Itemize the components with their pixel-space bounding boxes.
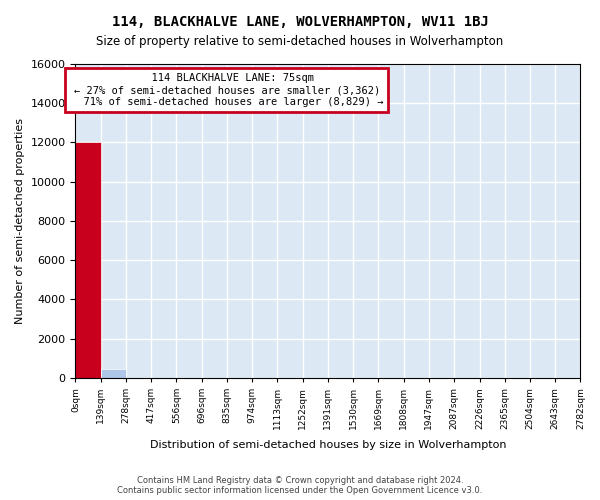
Bar [101,369,126,378]
Y-axis label: Number of semi-detached properties: Number of semi-detached properties [15,118,25,324]
Bar [76,142,101,378]
Text: 114 BLACKHALVE LANE: 75sqm
← 27% of semi-detached houses are smaller (3,362)
  7: 114 BLACKHALVE LANE: 75sqm ← 27% of semi… [71,74,383,106]
Text: Size of property relative to semi-detached houses in Wolverhampton: Size of property relative to semi-detach… [97,35,503,48]
Text: 114, BLACKHALVE LANE, WOLVERHAMPTON, WV11 1BJ: 114, BLACKHALVE LANE, WOLVERHAMPTON, WV1… [112,15,488,29]
X-axis label: Distribution of semi-detached houses by size in Wolverhampton: Distribution of semi-detached houses by … [150,440,506,450]
Text: Contains HM Land Registry data © Crown copyright and database right 2024.
Contai: Contains HM Land Registry data © Crown c… [118,476,482,495]
